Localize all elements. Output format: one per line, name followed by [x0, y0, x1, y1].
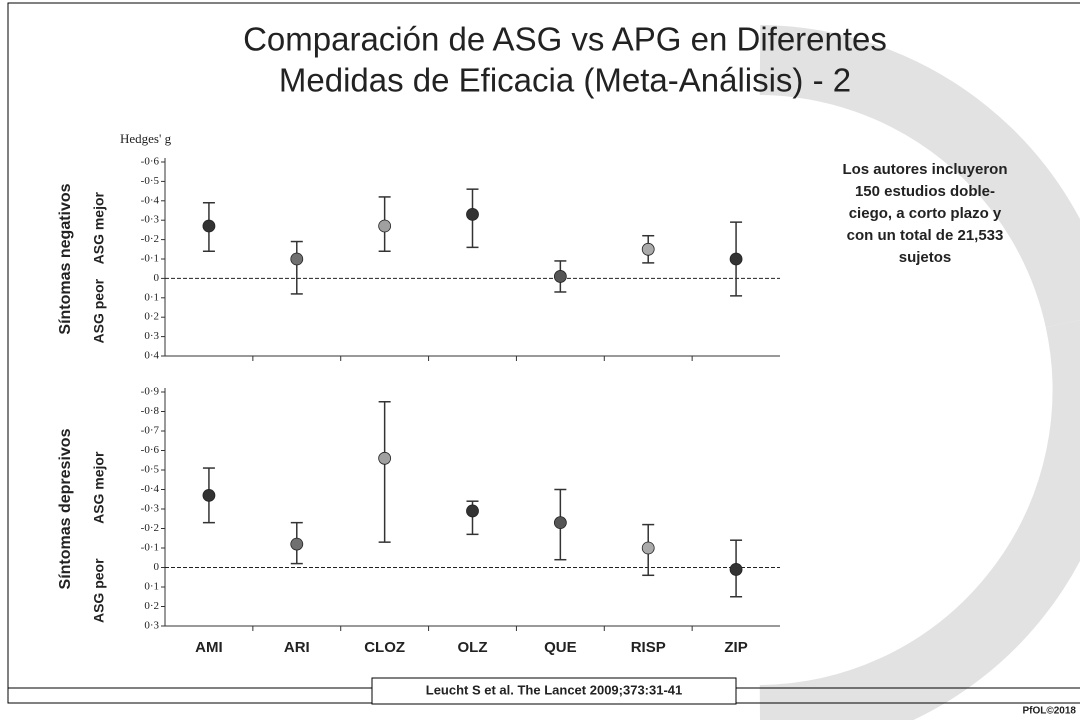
title-line: Comparación de ASG vs APG en Diferentes [243, 21, 887, 58]
y-direction-label: ASG mejor [91, 191, 107, 264]
note-line: ciego, a corto plazo y [849, 205, 1002, 222]
y-tick-label: -0·6 [141, 156, 160, 168]
y-tick-label: 0 [154, 272, 160, 284]
note-line: Los autores incluyeron [842, 161, 1007, 178]
x-tick-label: ZIP [724, 639, 747, 656]
y-axis-label: Síntomas negativos [57, 183, 74, 334]
y-tick-label: -0·4 [141, 483, 160, 495]
y-tick-label: -0·1 [141, 542, 159, 554]
y-tick-label: -0·6 [141, 444, 160, 456]
point [466, 504, 479, 518]
note-line: sujetos [899, 249, 952, 266]
point [378, 219, 392, 233]
x-tick-label: CLOZ [364, 639, 405, 656]
y-tick-label: 0·4 [144, 350, 159, 362]
decor-arc [759, 320, 1080, 720]
citation: Leucht S et al. The Lancet 2009;373:31-4… [426, 682, 683, 697]
note-line: con un total de 21,533 [847, 227, 1004, 244]
note-line: 150 estudios doble- [855, 183, 995, 200]
y-tick-label: -0·8 [141, 405, 160, 417]
y-tick-label: 0 [154, 561, 160, 573]
point [290, 537, 304, 551]
y-unit-label: Hedges' g [120, 131, 172, 146]
y-tick-label: -0·3 [141, 503, 160, 515]
y-tick-label: -0·5 [141, 464, 160, 476]
footer: PfOL©2018 [1022, 706, 1076, 717]
citation-box [371, 677, 737, 705]
point [202, 219, 216, 233]
point [729, 252, 743, 266]
y-tick-label: 0·2 [144, 600, 159, 612]
y-direction-label: ASG peor [91, 558, 107, 623]
y-tick-label: -0·4 [141, 194, 160, 206]
x-tick-label: OLZ [458, 639, 488, 656]
x-tick-label: QUE [544, 639, 577, 656]
point [466, 207, 479, 221]
y-tick-label: -0·2 [141, 233, 159, 245]
y-tick-label: 0·1 [144, 581, 159, 593]
point [290, 252, 304, 266]
x-tick-label: ARI [284, 639, 310, 656]
y-axis-label: Síntomas depresivos [57, 428, 74, 589]
point [378, 451, 392, 465]
y-tick-label: -0·7 [141, 425, 160, 437]
y-tick-label: -0·9 [141, 386, 160, 398]
y-direction-label: ASG peor [91, 278, 107, 343]
y-tick-label: -0·3 [141, 214, 160, 226]
point [553, 516, 567, 530]
y-tick-label: -0·5 [141, 175, 160, 187]
decor-arc [759, 25, 1080, 328]
x-tick-label: RISP [631, 639, 666, 656]
x-tick-label: AMI [195, 639, 223, 656]
title-line: Medidas de Eficacia (Meta-Análisis) - 2 [279, 62, 851, 99]
y-tick-label: -0·1 [141, 253, 159, 265]
y-tick-label: 0·2 [144, 311, 159, 323]
point [641, 242, 655, 256]
y-direction-label: ASG mejor [91, 451, 107, 524]
y-tick-label: 0·3 [144, 330, 159, 342]
point [553, 270, 567, 283]
point [202, 488, 216, 502]
point [729, 563, 743, 576]
y-tick-label: 0·1 [144, 291, 159, 303]
y-tick-label: -0·2 [141, 522, 159, 534]
point [641, 541, 655, 555]
y-tick-label: 0·3 [144, 620, 159, 632]
